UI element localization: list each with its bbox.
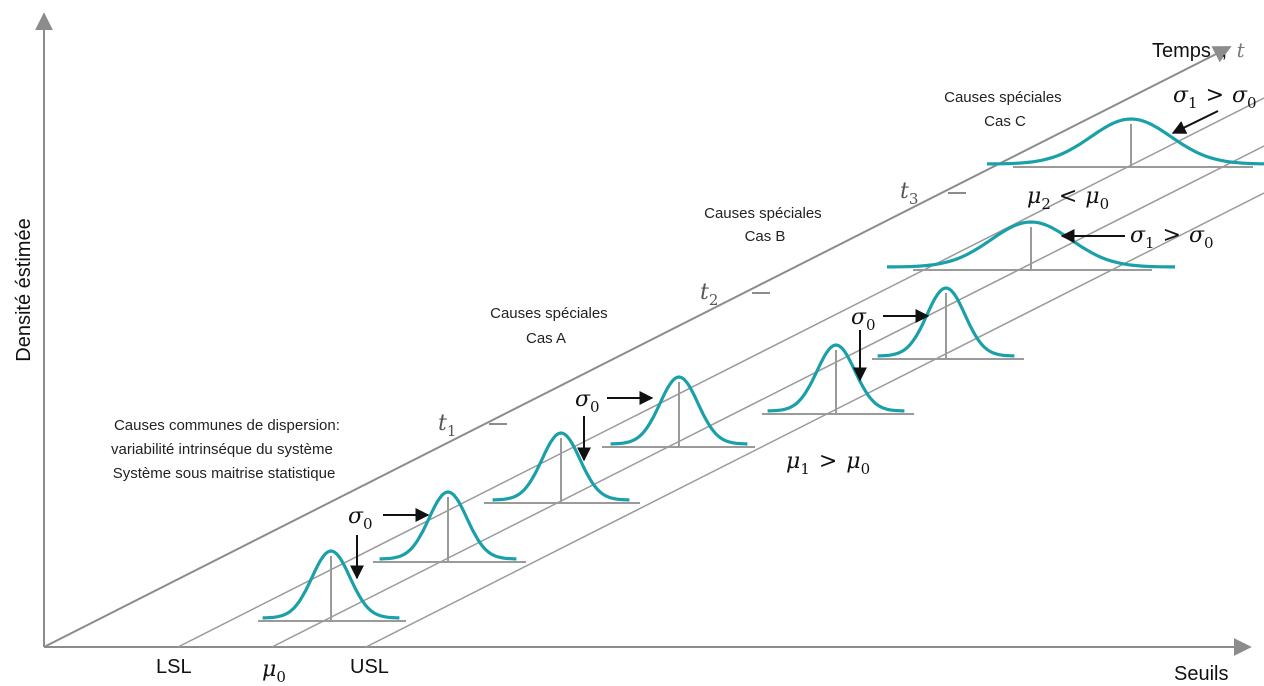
case-b-note: Causes spéciales Cas B bbox=[704, 205, 826, 245]
mean-shift-down-op: < bbox=[1059, 184, 1077, 209]
mean-shift-up-right: μ bbox=[846, 449, 860, 474]
time-axis-symbol: t bbox=[1237, 38, 1246, 62]
sigma-up-c-left-sub: 1 bbox=[1188, 94, 1198, 112]
bell-curve-case_a bbox=[610, 375, 748, 446]
sigma0-label-3: σ0 bbox=[851, 305, 876, 334]
case-a-line-1: Causes spéciales bbox=[490, 305, 608, 322]
bell-curve-case_a bbox=[767, 343, 905, 413]
mean-shift-down-right: μ bbox=[1085, 184, 1099, 209]
sigma0-symbol-2: σ bbox=[575, 387, 591, 412]
mean-shift-up-op: > bbox=[819, 449, 837, 474]
sigma0-symbol-1: σ bbox=[348, 504, 364, 529]
time-axis-label: Temps , t bbox=[1152, 38, 1246, 62]
t2-subscript: 2 bbox=[709, 291, 719, 309]
case-c-note: Causes spéciales Cas C bbox=[944, 89, 1066, 130]
bell-curve-common bbox=[262, 549, 400, 620]
sigma-up-b-right-sub: 0 bbox=[1204, 234, 1214, 252]
usl-guide-line bbox=[365, 192, 1264, 648]
case-c-line-1: Causes spéciales bbox=[944, 89, 1062, 106]
case-b-line-2: Cas B bbox=[745, 228, 786, 245]
t1-symbol: t bbox=[438, 411, 447, 436]
sigma-up-b-left: σ bbox=[1130, 223, 1146, 248]
sigma-up-b-op: > bbox=[1163, 223, 1181, 248]
mean-shift-down-left-sub: 2 bbox=[1041, 195, 1051, 213]
mean-shift-up-left: μ bbox=[786, 449, 800, 474]
common-causes-line-1: Causes communes de dispersion: bbox=[114, 417, 340, 434]
bell-curve-case_c bbox=[987, 117, 1264, 166]
mean-shift-down-left: μ bbox=[1027, 184, 1041, 209]
t1-label: t1 bbox=[438, 411, 456, 440]
time-axis-comma: , bbox=[1221, 40, 1227, 62]
lsl-label: LSL bbox=[156, 656, 192, 678]
t3-subscript: 3 bbox=[909, 190, 919, 208]
case-b-line-1: Causes spéciales bbox=[704, 205, 822, 222]
bell-curve-case_a bbox=[877, 286, 1015, 358]
sigma0-sub-1: 0 bbox=[363, 515, 373, 533]
sigma-up-b-label: σ1 > σ0 bbox=[1130, 223, 1214, 252]
sigma-up-c-right-sub: 0 bbox=[1247, 94, 1257, 112]
case-a-note: Causes spéciales Cas A bbox=[490, 305, 612, 347]
sigma-up-c-op: > bbox=[1206, 83, 1224, 108]
time-axis bbox=[43, 46, 1232, 648]
y-axis-label: Densité éstimée bbox=[13, 218, 35, 361]
common-causes-line-2: variabilité intrinséque du système bbox=[111, 441, 333, 458]
mu0-label: μ0 bbox=[262, 657, 286, 686]
t1-subscript: 1 bbox=[447, 422, 457, 440]
sigma-up-b-right: σ bbox=[1189, 223, 1205, 248]
t2-symbol: t bbox=[700, 280, 709, 305]
mu0-subscript: 0 bbox=[276, 668, 286, 686]
sigma-up-c-label: σ1 > σ0 bbox=[1173, 83, 1257, 112]
usl-label: USL bbox=[350, 656, 389, 678]
sigma0-sub-2: 0 bbox=[590, 398, 600, 416]
common-causes-line-3: Système sous maitrise statistique bbox=[113, 465, 336, 482]
mu0-symbol: μ bbox=[262, 657, 276, 682]
mean-shift-down-right-sub: 0 bbox=[1100, 195, 1110, 213]
t3-symbol: t bbox=[900, 179, 909, 204]
common-causes-note: Causes communes de dispersion: variabili… bbox=[111, 417, 344, 482]
mean-shift-up-left-sub: 1 bbox=[800, 460, 810, 478]
sigma0-label-1: σ0 bbox=[348, 504, 373, 533]
case-a-line-2: Cas A bbox=[526, 330, 566, 347]
distribution-curves bbox=[258, 117, 1264, 622]
case-c-line-2: Cas C bbox=[984, 113, 1026, 130]
sigma0-symbol-3: σ bbox=[851, 305, 867, 330]
time-axis-word: Temps bbox=[1152, 40, 1211, 62]
bell-curve-case_b bbox=[887, 220, 1175, 269]
mean-shift-up-right-sub: 0 bbox=[861, 460, 871, 478]
bell-curve-common bbox=[379, 490, 517, 561]
sigma0-label-2: σ0 bbox=[575, 387, 600, 416]
sigma-up-c-right: σ bbox=[1232, 83, 1248, 108]
sigma-up-c-left: σ bbox=[1173, 83, 1189, 108]
mean-shift-up-label: μ1 > μ0 bbox=[786, 449, 870, 478]
sigma0-sub-3: 0 bbox=[866, 316, 876, 334]
bell-curve-common bbox=[492, 431, 630, 502]
sigma-up-b-left-sub: 1 bbox=[1145, 234, 1155, 252]
lsl-guide-line bbox=[177, 97, 1264, 648]
mean-shift-down-label: μ2 < μ0 bbox=[1027, 184, 1109, 213]
t2-label: t2 bbox=[700, 280, 718, 309]
x-axis-label: Seuils bbox=[1174, 663, 1228, 685]
sigma1-arrow-c bbox=[1171, 110, 1219, 134]
mean-guide-line bbox=[271, 145, 1264, 648]
t3-label: t3 bbox=[900, 179, 918, 208]
